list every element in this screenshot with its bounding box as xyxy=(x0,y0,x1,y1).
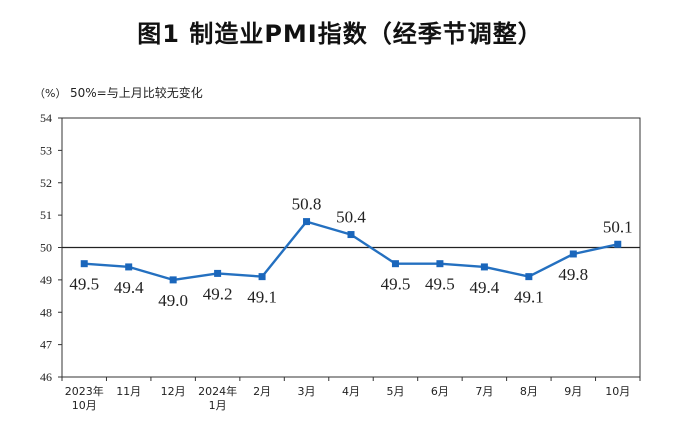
data-label: 49.1 xyxy=(247,288,277,307)
y-unit-label: （%） xyxy=(34,87,67,100)
x-tick-label: 11月 xyxy=(116,385,141,398)
data-label: 49.1 xyxy=(514,288,544,307)
data-point-marker xyxy=(480,263,488,271)
data-label: 49.4 xyxy=(470,278,500,297)
x-tick-label: 2024年 1月 xyxy=(198,384,237,412)
data-label: 49.5 xyxy=(381,275,411,294)
data-point-marker xyxy=(525,273,533,281)
data-point-marker xyxy=(347,231,355,239)
x-tick-label: 12月 xyxy=(161,385,186,398)
y-tick-label: 46 xyxy=(40,370,52,384)
data-point-marker xyxy=(258,273,266,281)
data-point-marker xyxy=(391,260,399,268)
reference-note: 50%=与上月比较无变化 xyxy=(70,86,203,100)
y-tick-label: 50 xyxy=(40,241,52,255)
data-label: 49.5 xyxy=(69,275,99,294)
x-tick-label: 3月 xyxy=(298,385,316,398)
x-tick-label: 4月 xyxy=(342,385,360,398)
x-tick-label: 2月 xyxy=(253,385,271,398)
data-point-marker xyxy=(169,276,177,284)
data-label: 49.4 xyxy=(114,278,144,297)
data-point-marker xyxy=(125,263,133,271)
data-point-marker xyxy=(80,260,88,268)
data-label: 49.8 xyxy=(558,265,588,284)
y-tick-label: 47 xyxy=(40,338,52,352)
data-point-marker xyxy=(303,218,311,226)
data-label: 50.4 xyxy=(336,208,366,227)
data-point-marker xyxy=(436,260,444,268)
y-tick-label: 51 xyxy=(40,208,52,222)
data-point-marker xyxy=(614,240,622,248)
x-tick-label: 6月 xyxy=(431,385,449,398)
data-label: 49.0 xyxy=(158,291,188,310)
x-tick-label: 2023年 10月 xyxy=(65,384,104,412)
x-tick-label: 8月 xyxy=(520,385,538,398)
data-point-marker xyxy=(214,269,222,277)
series-line xyxy=(84,220,619,282)
data-label: 50.8 xyxy=(292,195,322,214)
x-tick-label: 10月 xyxy=(605,385,630,398)
y-tick-label: 52 xyxy=(40,176,52,190)
x-tick-label: 7月 xyxy=(475,385,493,398)
x-tick-label: 5月 xyxy=(386,385,404,398)
data-label: 49.2 xyxy=(203,284,233,303)
data-label: 49.5 xyxy=(425,275,455,294)
data-label: 50.1 xyxy=(603,217,633,236)
chart-title: 图1 制造业PMI指数（经季节调整） xyxy=(137,20,543,48)
data-point-marker xyxy=(569,250,577,258)
y-tick-label: 53 xyxy=(40,143,52,157)
y-tick-label: 49 xyxy=(40,273,52,287)
y-tick-label: 54 xyxy=(40,111,52,125)
x-tick-label: 9月 xyxy=(564,385,582,398)
y-tick-label: 48 xyxy=(40,305,52,319)
